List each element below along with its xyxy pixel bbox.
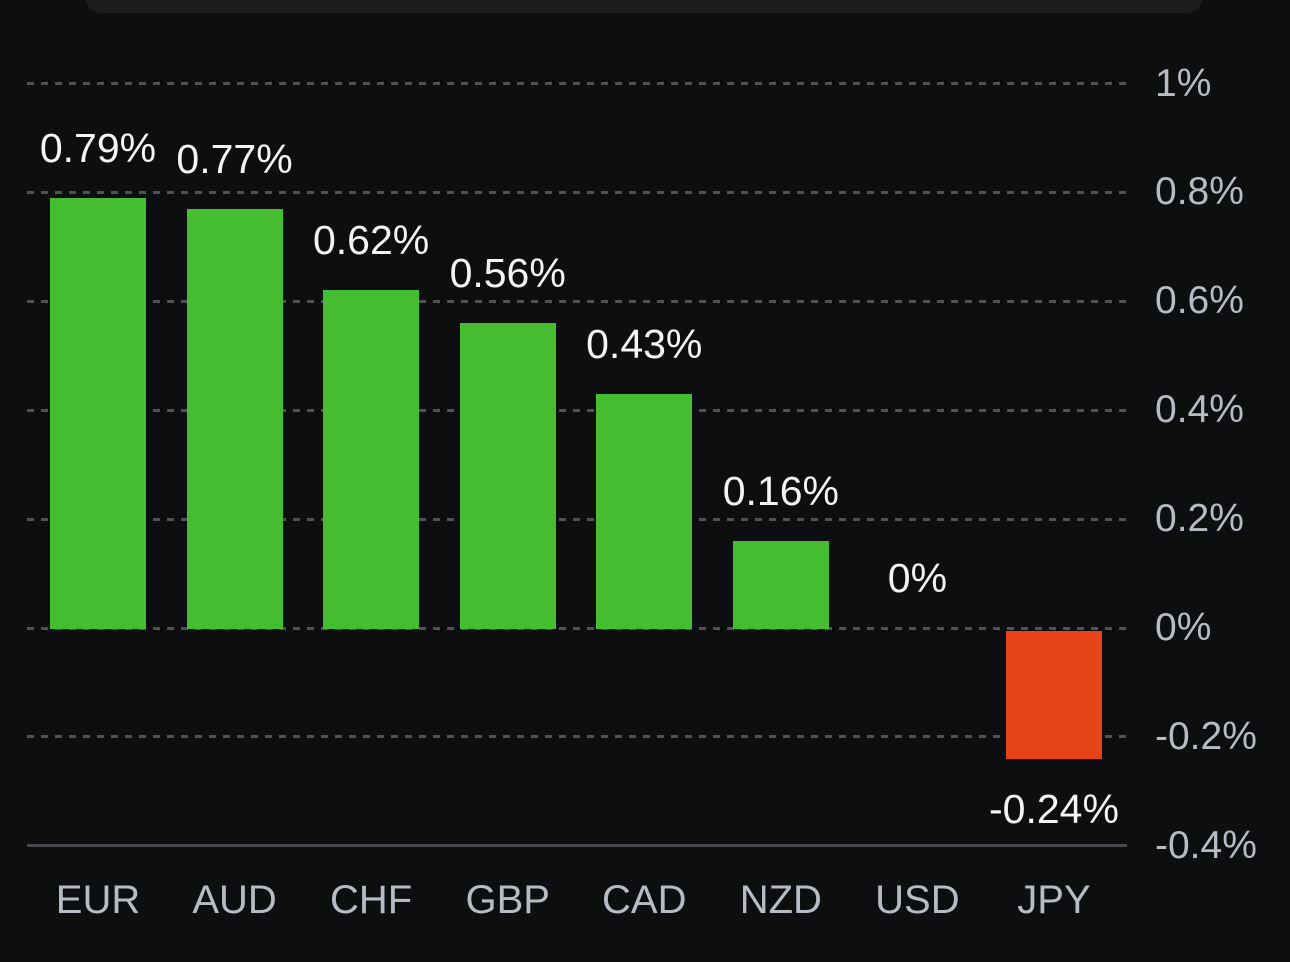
x-axis-baseline bbox=[27, 844, 1127, 848]
y-axis-tick-label: 0% bbox=[1155, 606, 1212, 649]
bar-value-label-NZD: 0.16% bbox=[722, 467, 839, 514]
x-axis-category-label-AUD: AUD bbox=[192, 878, 277, 922]
bar-value-label-JPY: -0.24% bbox=[989, 785, 1119, 832]
bar-JPY bbox=[1005, 631, 1102, 759]
x-axis-category-label-USD: USD bbox=[875, 878, 960, 922]
bar-EUR bbox=[50, 197, 146, 629]
bar-value-label-CHF: 0.62% bbox=[312, 217, 430, 264]
x-axis-category-label-EUR: EUR bbox=[55, 878, 141, 922]
y-axis-tick-label: -0.2% bbox=[1155, 714, 1257, 758]
x-axis-category-label-JPY: JPY bbox=[1017, 878, 1091, 922]
y-axis-tick-label: 0.2% bbox=[1155, 497, 1244, 541]
gridline-0.8% bbox=[27, 190, 1127, 194]
y-axis-tick-label: 0.6% bbox=[1155, 279, 1244, 323]
y-axis-tick-label: 0.8% bbox=[1155, 170, 1244, 214]
x-axis-category-label-CHF: CHF bbox=[330, 878, 413, 922]
bar-value-label-GBP: 0.56% bbox=[449, 250, 566, 297]
bar-value-label-CAD: 0.43% bbox=[586, 320, 703, 367]
gridline-0.4% bbox=[27, 408, 1127, 412]
gridline-0.2% bbox=[27, 517, 1127, 521]
y-axis-tick-label: 0.4% bbox=[1155, 388, 1244, 432]
gridline-1% bbox=[27, 82, 1127, 85]
gridline-0% bbox=[27, 626, 1127, 630]
x-axis-category-label-NZD: NZD bbox=[739, 878, 822, 922]
x-axis-category-label-CAD: CAD bbox=[602, 878, 687, 922]
x-axis-category-label-GBP: GBP bbox=[465, 878, 550, 922]
gridline--0.2% bbox=[27, 735, 1127, 739]
bar-GBP bbox=[459, 323, 556, 629]
y-axis-tick-label: -0.4% bbox=[1155, 823, 1257, 867]
y-axis-tick-label: 1% bbox=[1155, 61, 1212, 105]
panel-bottom-edge bbox=[86, 0, 1202, 13]
bar-CAD bbox=[596, 393, 693, 629]
bar-value-label-EUR: 0.79% bbox=[39, 124, 157, 171]
gridline-0.6% bbox=[27, 299, 1127, 303]
bar-CHF bbox=[323, 290, 420, 629]
bar-NZD bbox=[732, 540, 829, 629]
bar-value-label-USD: 0% bbox=[887, 555, 948, 601]
bar-value-label-AUD: 0.77% bbox=[176, 135, 293, 182]
bar-AUD bbox=[186, 208, 283, 629]
